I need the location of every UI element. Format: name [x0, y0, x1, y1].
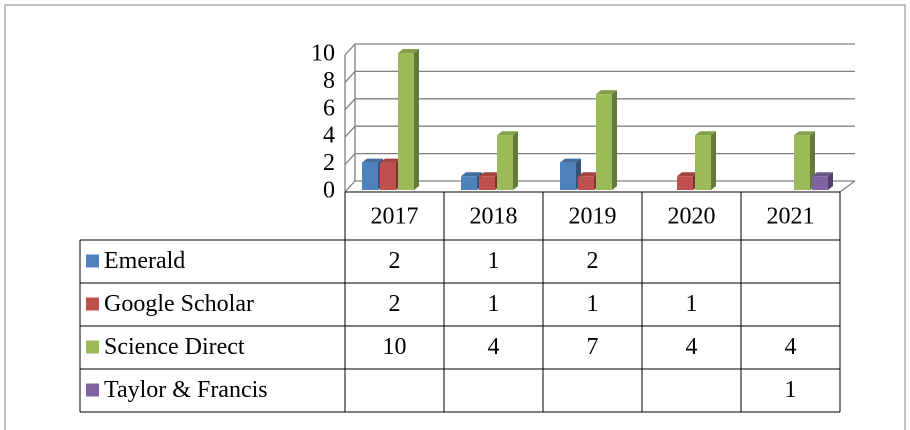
y-tick-label: 6	[323, 95, 335, 121]
table-cell: 7	[587, 334, 599, 360]
y-tick-label: 2	[323, 150, 335, 176]
legend-label: Taylor & Francis	[104, 377, 268, 403]
legend-label: Emerald	[104, 248, 185, 274]
x-tick-label: 2017	[371, 204, 419, 230]
legend-label: Science Direct	[104, 334, 245, 360]
table-cell: 1	[587, 291, 599, 317]
grid-line	[344, 43, 855, 56]
bar	[398, 49, 419, 190]
legend-label: Google Scholar	[104, 291, 254, 317]
legend-swatch	[86, 254, 99, 268]
y-tick-label: 8	[323, 68, 335, 94]
bar	[794, 131, 815, 190]
grid-line	[344, 70, 855, 83]
legend-swatch	[86, 297, 99, 311]
table-cell: 1	[488, 248, 500, 274]
table-cell: 10	[383, 334, 407, 360]
bar	[461, 172, 482, 190]
x-tick-label: 2018	[470, 204, 518, 230]
bar	[497, 131, 518, 190]
bar	[362, 158, 383, 190]
bar	[596, 90, 617, 190]
bar	[578, 172, 599, 190]
floor-edge	[839, 180, 856, 193]
table-cell: 2	[389, 291, 401, 317]
x-tick-label: 2021	[767, 204, 815, 230]
table-cell: 1	[686, 291, 698, 317]
table-cell: 4	[686, 334, 698, 360]
x-tick-label: 2019	[569, 204, 617, 230]
bar	[677, 172, 698, 190]
bar	[812, 172, 833, 190]
x-tick-label: 2020	[668, 204, 716, 230]
legend-swatch	[86, 340, 99, 354]
table-cell: 4	[785, 334, 797, 360]
table-cell: 4	[488, 334, 500, 360]
bar	[695, 131, 716, 190]
chart-border	[4, 4, 906, 430]
legend-swatch	[86, 383, 99, 397]
bar	[560, 158, 581, 190]
bar	[479, 172, 500, 190]
y-tick-label: 4	[323, 123, 335, 149]
table-cell: 1	[488, 291, 500, 317]
table-cell: 2	[389, 248, 401, 274]
y-tick-label: 0	[323, 178, 335, 204]
table-cell: 2	[587, 248, 599, 274]
y-tick-label: 10	[311, 41, 335, 67]
bar	[380, 158, 401, 190]
table-cell: 1	[785, 377, 797, 403]
